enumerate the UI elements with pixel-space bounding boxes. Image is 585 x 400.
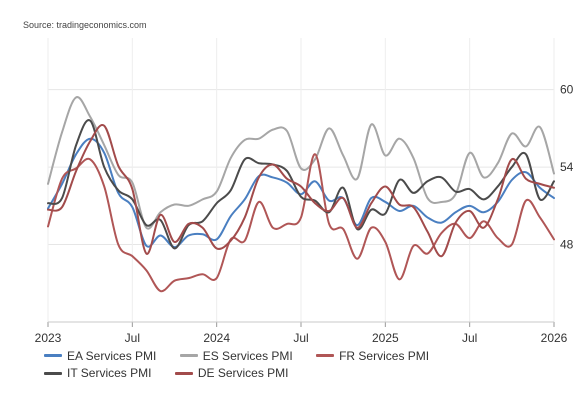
legend-item-de[interactable]: DE Services PMI xyxy=(174,365,289,381)
series-layer xyxy=(47,96,555,293)
x-tick-label: Jul xyxy=(293,331,308,345)
series-line-de xyxy=(47,123,555,258)
legend-swatch-de xyxy=(174,371,193,375)
y-tick-label: 54 xyxy=(560,160,574,174)
series-line-ea xyxy=(47,137,555,249)
x-tick-label: 2026 xyxy=(541,331,568,345)
legend-item-it[interactable]: IT Services PMI xyxy=(44,365,151,381)
y-tick-label: 60 xyxy=(560,83,574,97)
x-tick-label: 2024 xyxy=(203,331,230,345)
legend-label-it: IT Services PMI xyxy=(67,366,152,380)
series-line-es xyxy=(47,96,555,230)
source-label: Source: tradingeconomics.com xyxy=(23,20,147,30)
x-tick-label: 2025 xyxy=(372,331,399,345)
legend-swatch-ea xyxy=(44,354,62,357)
axis-layer: 48 54 60 2023 Jul 2024 Jul 2025 Jul 2026 xyxy=(35,83,574,345)
legend-label-fr: FR Services PMI xyxy=(339,348,430,363)
legend-label-es: ES Services PMI xyxy=(202,348,293,363)
legend-item-fr[interactable]: FR Services PMI xyxy=(316,348,429,364)
legend-item-ea[interactable]: EA Services PMI xyxy=(44,348,156,364)
gridlines xyxy=(47,38,555,322)
x-tick-label: 2023 xyxy=(35,331,62,345)
x-tick-label: Jul xyxy=(462,331,477,345)
legend: EA Services PMI ES Services PMI FR Servi… xyxy=(44,346,574,381)
legend-swatch-it xyxy=(44,371,62,375)
legend-label-ea: EA Services PMI xyxy=(67,348,157,363)
y-tick-label: 48 xyxy=(560,238,574,252)
legend-swatch-es xyxy=(179,354,198,357)
legend-label-de: DE Services PMI xyxy=(197,366,289,380)
legend-item-es[interactable]: ES Services PMI xyxy=(179,348,293,364)
x-tick-label: Jul xyxy=(125,331,140,345)
series-line-it xyxy=(47,119,555,250)
legend-swatch-fr xyxy=(316,354,335,357)
series-line-fr xyxy=(47,153,555,293)
